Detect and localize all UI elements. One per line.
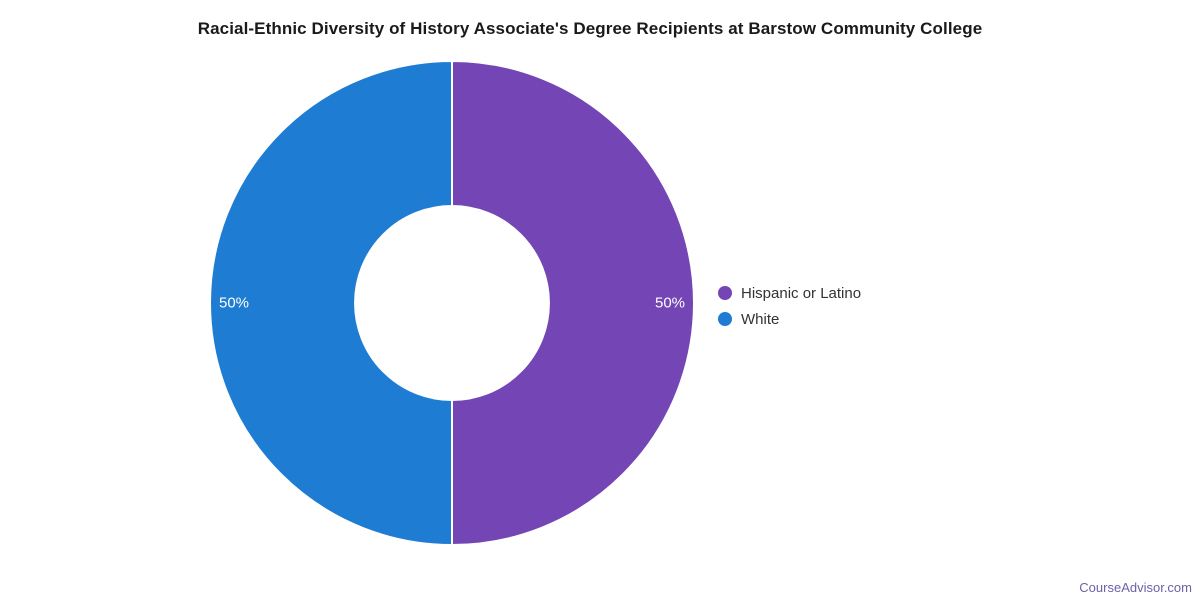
pie-slice-hispanic-or-latino[interactable] xyxy=(451,59,695,547)
legend: Hispanic or Latino White xyxy=(718,280,861,332)
chart-title: Racial-Ethnic Diversity of History Assoc… xyxy=(197,19,983,38)
legend-label-hispanic-or-latino: Hispanic or Latino xyxy=(741,284,862,302)
courseadvisor-link[interactable]: CourseAdvisor.com xyxy=(1079,580,1192,595)
slice-percentage-label: 50% xyxy=(655,295,685,312)
legend-marker-hispanic-or-latino-icon xyxy=(718,286,732,300)
legend-item-white[interactable]: White xyxy=(718,306,861,332)
legend-marker-white-icon xyxy=(718,312,732,326)
slice-percentage-label: 50% xyxy=(219,295,249,312)
legend-item-hispanic-or-latino[interactable]: Hispanic or Latino xyxy=(718,280,861,306)
legend-label-white: White xyxy=(741,310,780,328)
pie-slice-white[interactable] xyxy=(209,59,453,547)
